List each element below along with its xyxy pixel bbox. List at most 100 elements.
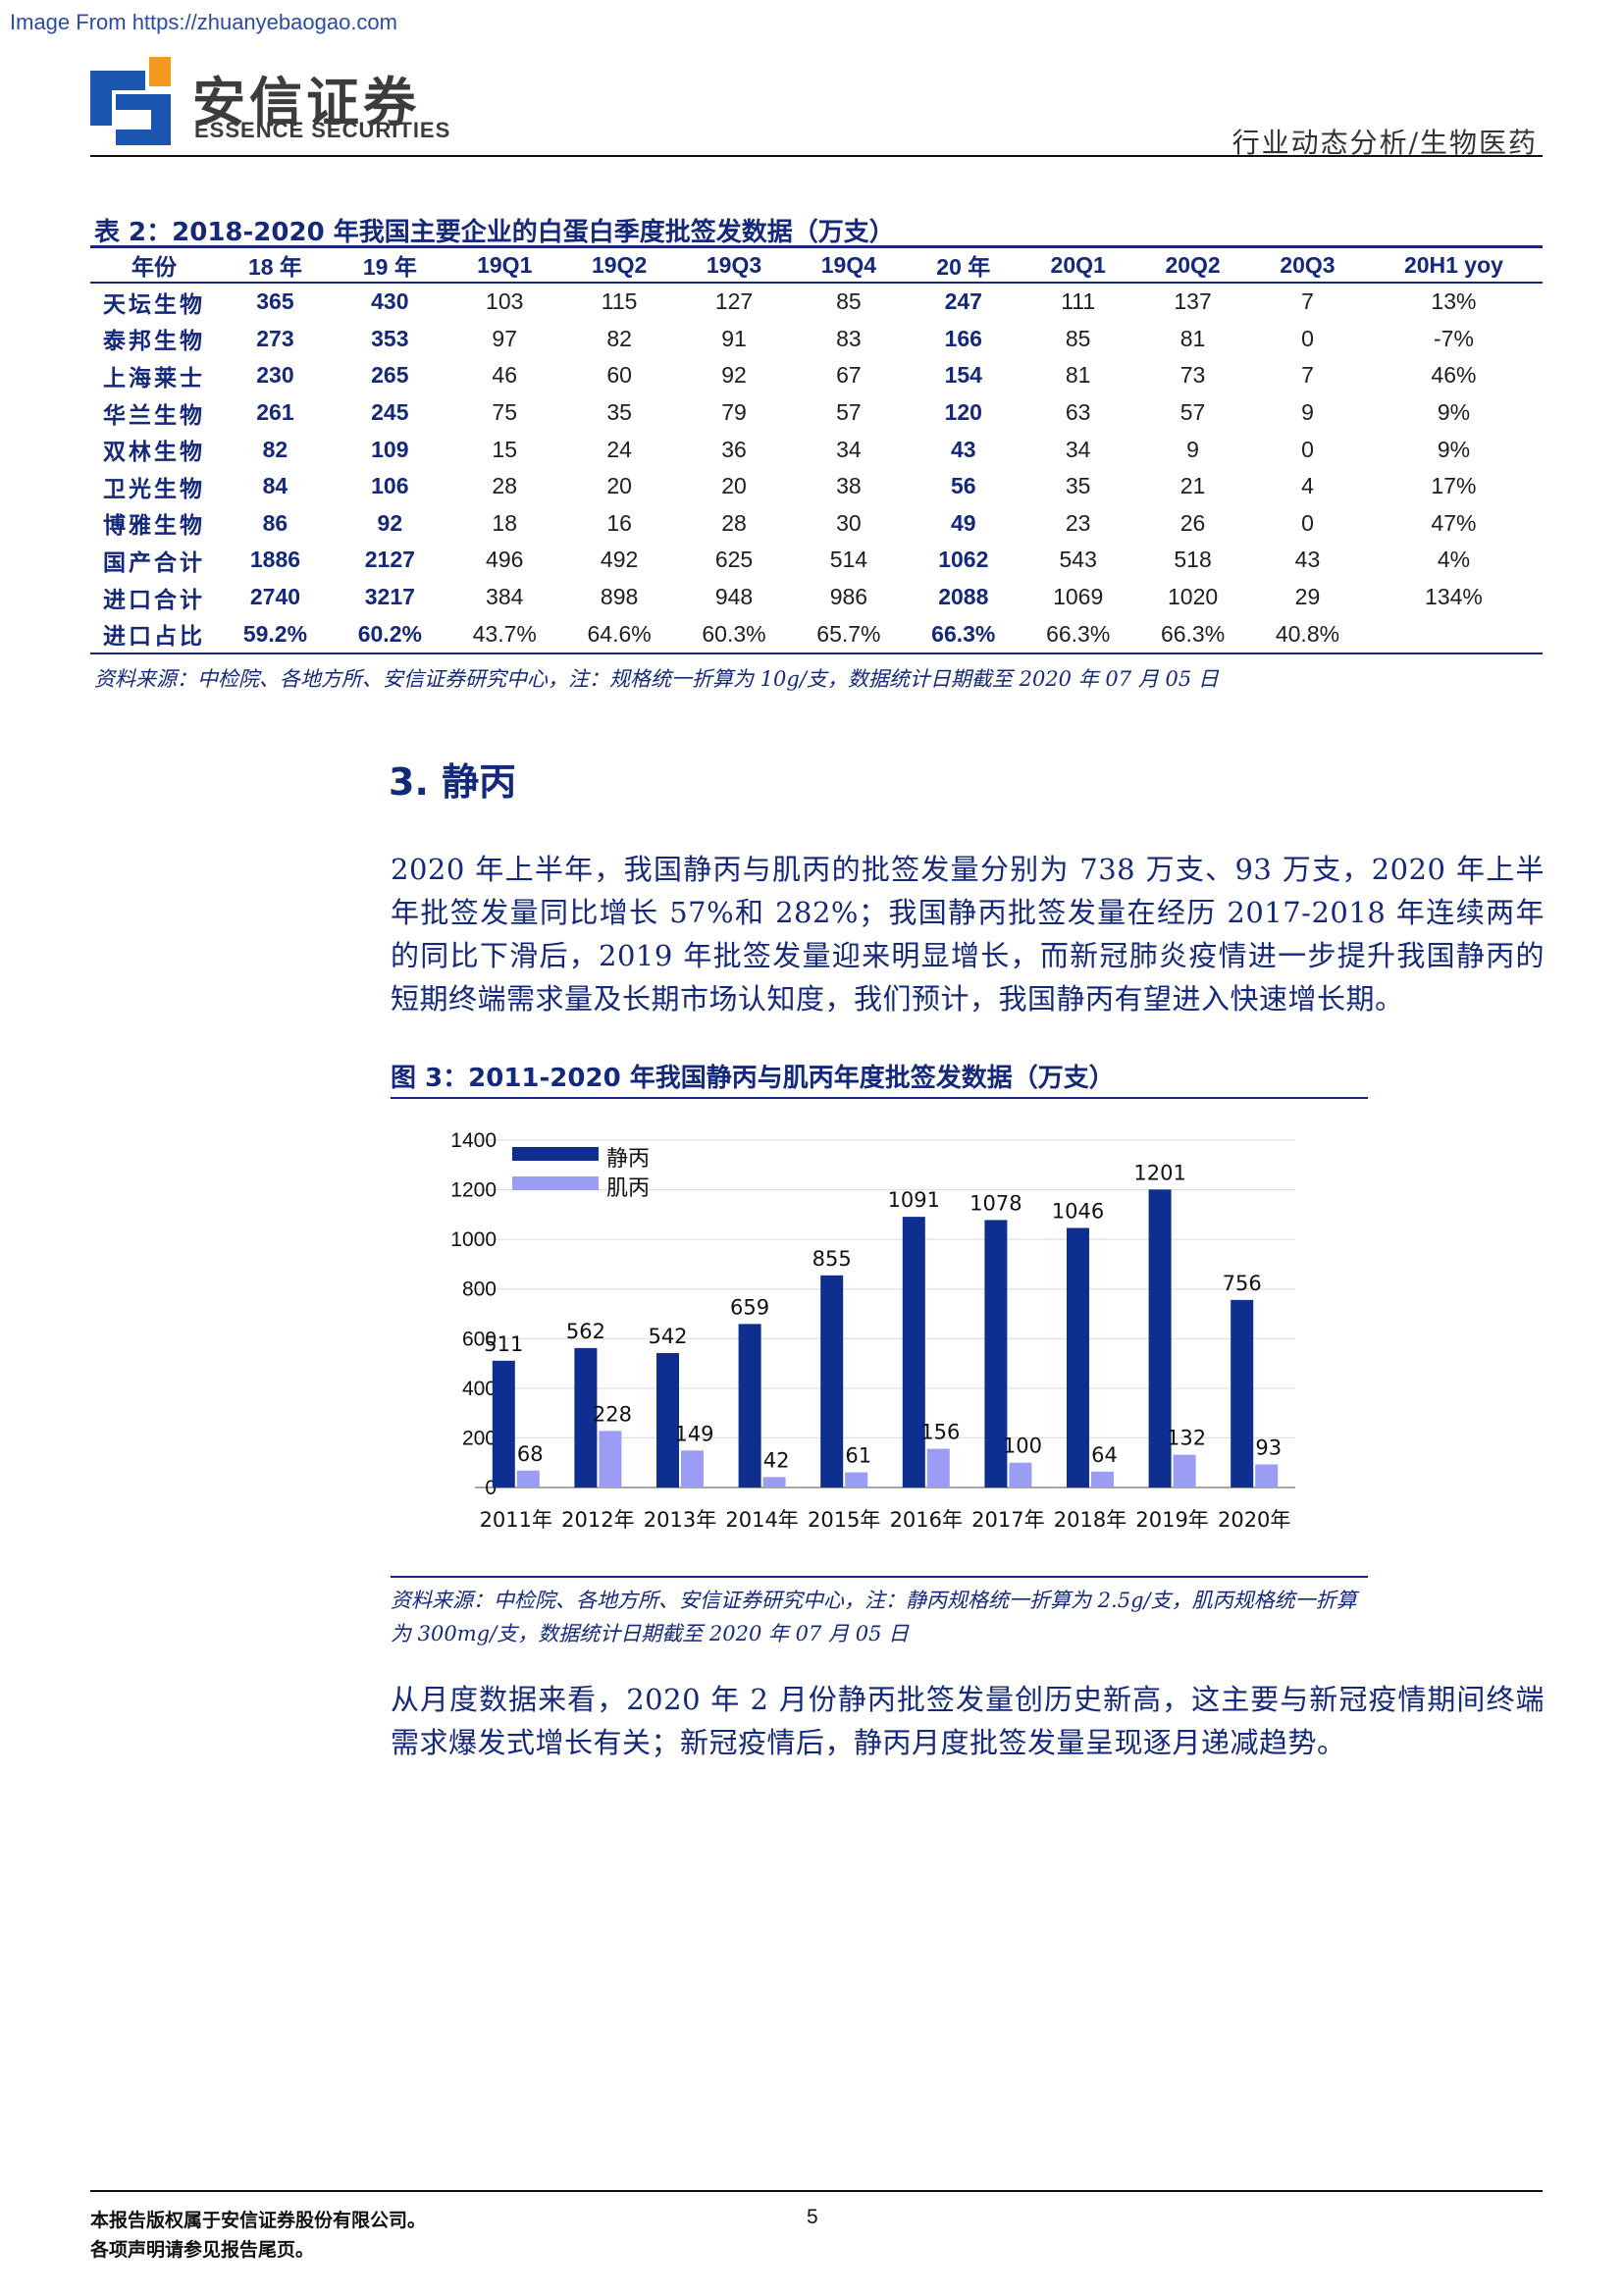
bar-ivig (1148, 1189, 1172, 1487)
table-cell: 92 (721, 362, 747, 389)
table-cell: 64.6% (587, 620, 652, 647)
source-watermark: Image From https://zhuanyebaogao.com (10, 10, 397, 34)
table-cell: 26 (1179, 509, 1206, 536)
table-row-label: 博雅生物 (103, 512, 205, 540)
table-row-label: 华兰生物 (103, 401, 205, 429)
figure-title: 图 3：2011-2020 年我国静丙与肌丙年度批签发数据（万支） (391, 1064, 1115, 1093)
table-cell: 60.2% (357, 620, 422, 647)
bar-imig (599, 1431, 622, 1487)
table-row: 进口合计 2740 3217 384 898 948 986 2088 1069 1020 29 13… (90, 579, 1543, 616)
albumin-lot-release-table: 年份 18 年 19 年 19Q1 19Q2 19Q3 19Q4 20 年 20Q1 20Q2 20… (90, 245, 1543, 654)
y-tick-label: 600 (462, 1328, 497, 1350)
table-header-cell: 18 年 (247, 254, 302, 280)
data-label: 42 (763, 1448, 790, 1472)
table-cell: 92 (377, 509, 403, 536)
table-cell: 83 (836, 325, 862, 351)
table-cell: 17% (1431, 473, 1477, 499)
table-cell: 75 (492, 399, 518, 426)
footer-divider (90, 2190, 1543, 2192)
table-cell: 230 (256, 362, 294, 389)
y-tick-label: 400 (462, 1378, 497, 1400)
data-label: 132 (1167, 1427, 1206, 1450)
table-cell: 109 (371, 436, 409, 462)
table-header-cell: 20Q3 (1280, 251, 1336, 278)
data-label: 156 (920, 1421, 960, 1444)
data-label: 511 (484, 1332, 523, 1356)
data-label: 756 (1223, 1272, 1262, 1295)
table-cell: 4 (1301, 473, 1314, 499)
table-cell: 245 (371, 399, 409, 426)
table-cell (1365, 615, 1543, 653)
table-row: 泰邦生物 273 353 97 82 91 83 166 85 81 0 -7% (90, 321, 1543, 358)
table-row: 进口占比 59.2% 60.2% 43.7% 64.6% 60.3% 65.7% 66.3% 6… (90, 615, 1543, 653)
data-label: 64 (1091, 1443, 1118, 1467)
table-cell: 2740 (249, 584, 301, 610)
company-name-en: ESSENCE SECURITIES (194, 118, 451, 142)
table-cell: 57 (1179, 399, 1206, 426)
bar-imig (1091, 1471, 1114, 1487)
page-number: 5 (807, 2206, 818, 2228)
data-label: 93 (1255, 1435, 1282, 1459)
data-label: 1201 (1133, 1161, 1185, 1184)
x-tick-label: 2012年 (561, 1508, 634, 1532)
legend-label: 静丙 (606, 1147, 650, 1172)
table-header-cell: 20H1 yoy (1403, 251, 1503, 278)
y-tick-label: 1400 (450, 1129, 497, 1152)
table-cell: 986 (829, 584, 868, 610)
table-cell: 4% (1437, 547, 1471, 573)
table-cell: 353 (371, 325, 409, 351)
x-tick-label: 2016年 (890, 1508, 963, 1532)
disclaimer-line: 各项声明请参见报告尾页。 (90, 2239, 315, 2261)
table-cell: 91 (721, 325, 747, 351)
table-cell: 518 (1174, 547, 1212, 573)
figure-source-note: 资料来源：中检院、各地方所、安信证券研究中心，注：静丙规格统一折算为 2.5g/… (391, 1589, 1357, 1645)
table-title: 表 2：2018-2020 年我国主要企业的白蛋白季度批签发数据（万支） (94, 218, 895, 247)
table-cell: 46 (492, 362, 518, 389)
table-cell: 898 (600, 584, 639, 610)
bar-imig (516, 1470, 540, 1487)
table-cell: 24 (606, 436, 632, 462)
table-cell: 43 (950, 436, 976, 462)
table-cell: 67 (836, 362, 862, 389)
table-header-cell: 19Q1 (477, 251, 533, 278)
x-tick-label: 2017年 (971, 1508, 1044, 1532)
table-cell: 134% (1425, 584, 1483, 610)
table-cell: 30 (836, 509, 862, 536)
table-cell: 20 (721, 473, 747, 499)
table-cell: 137 (1174, 288, 1212, 315)
table-cell: 66.3% (1160, 620, 1226, 647)
header-divider (90, 155, 1543, 157)
bar-imig (845, 1472, 868, 1487)
bar-ivig (738, 1324, 761, 1487)
copyright-line: 本报告版权属于安信证券股份有限公司。 (90, 2210, 427, 2231)
table-cell: 492 (600, 547, 639, 573)
bar-imig (1173, 1454, 1196, 1487)
table-row: 博雅生物 86 92 18 16 28 30 49 23 26 0 47% (90, 505, 1543, 543)
data-label: 659 (730, 1295, 769, 1319)
table-row-label: 卫光生物 (103, 475, 205, 502)
table-cell: 97 (492, 325, 518, 351)
company-name-cn: 安信证券 (192, 72, 420, 133)
table-cell: 543 (1059, 547, 1097, 573)
table-row-label: 天坛生物 (103, 290, 205, 318)
x-tick-label: 2019年 (1135, 1508, 1208, 1532)
y-tick-label: 200 (462, 1427, 497, 1449)
table-cell: 103 (486, 288, 524, 315)
table-cell: 34 (1065, 436, 1091, 462)
table-cell: 60 (606, 362, 632, 389)
table-cell: 73 (1179, 362, 1206, 389)
table-cell: 18 (492, 509, 518, 536)
table-cell: 9 (1186, 436, 1199, 462)
table-row-label: 双林生物 (103, 439, 205, 466)
y-tick-label: 1200 (450, 1179, 497, 1202)
footer-disclaimer: 本报告版权属于安信证券股份有限公司。 各项声明请参见报告尾页。 (90, 2206, 426, 2265)
bar-ivig (1067, 1227, 1089, 1487)
x-tick-label: 2015年 (808, 1508, 880, 1532)
ivig-imig-bar-chart: 0 200 400 600 800 1000 1200 1400 511 68 562 228 542… (450, 1129, 1295, 1532)
company-logo-icon (90, 57, 171, 145)
table-cell: 273 (256, 325, 294, 351)
x-tick-label: 2014年 (725, 1508, 798, 1532)
table-cell: 66.3% (1046, 620, 1111, 647)
table-source-note: 资料来源：中检院、各地方所、安信证券研究中心，注：规格统一折算为 10g/支，数… (94, 667, 1219, 691)
